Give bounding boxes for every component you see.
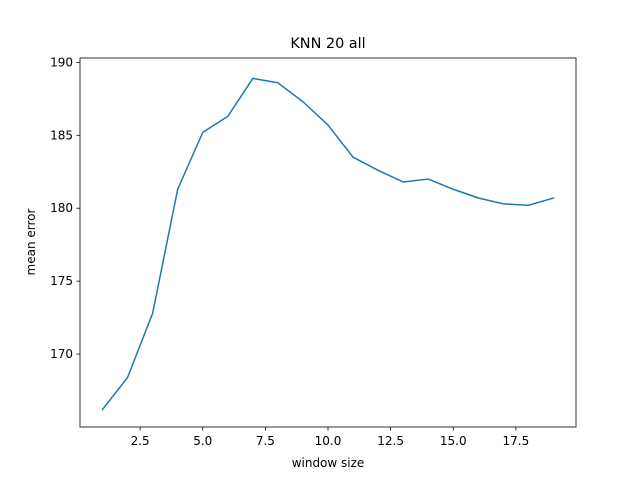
x-tick-label: 7.5: [256, 434, 275, 448]
y-tick-label: 175: [50, 274, 73, 288]
x-tick-label: 15.0: [440, 434, 467, 448]
y-axis-label: mean error: [24, 208, 38, 275]
series-line-1: [101, 77, 555, 411]
y-tick-label: 180: [50, 201, 73, 215]
y-axis-ticks: 170 175 180 185 190: [50, 55, 80, 361]
y-tick-label: 185: [50, 128, 73, 142]
x-tick-label: 10.0: [315, 434, 342, 448]
y-tick-label: 190: [50, 55, 73, 69]
x-axis-label: window size: [292, 456, 365, 470]
chart-title: KNN 20 all: [290, 36, 365, 52]
x-tick-label: 2.5: [131, 434, 150, 448]
x-tick-label: 5.0: [193, 434, 212, 448]
x-tick-label: 17.5: [503, 434, 530, 448]
x-tick-label: 12.5: [377, 434, 404, 448]
x-axis-ticks: 2.5 5.0 7.5 10.0 12.5 15.0 17.5: [131, 427, 530, 448]
y-tick-label: 170: [50, 347, 73, 361]
